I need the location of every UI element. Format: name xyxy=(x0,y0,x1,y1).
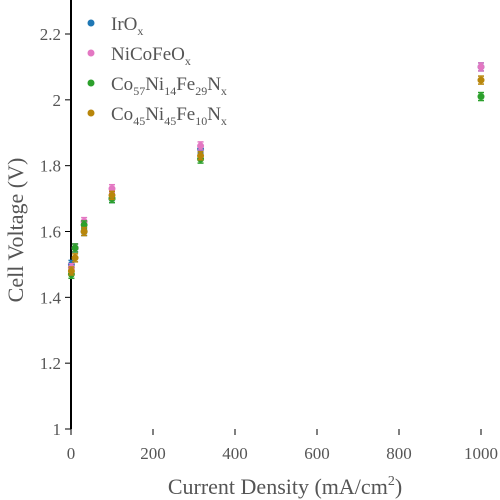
data-point xyxy=(477,76,485,84)
y-tick-label: 1.6 xyxy=(40,223,61,242)
legend-subscript: 45 xyxy=(164,114,176,128)
legend-text-part: Co xyxy=(111,104,133,125)
legend-text-part: N xyxy=(207,104,221,125)
data-points xyxy=(67,62,485,280)
legend-subscript: 45 xyxy=(133,114,145,128)
data-point xyxy=(67,267,75,275)
x-axis-title: Current Density (mA/cm2) xyxy=(168,474,402,499)
x-tick-label: 800 xyxy=(386,444,412,463)
y-axis-title: Cell Voltage (V) xyxy=(3,158,28,303)
legend-subscript: x xyxy=(185,54,191,68)
legend-label: Co45Ni45Fe10Nx xyxy=(111,104,227,128)
data-point xyxy=(477,63,485,71)
data-point xyxy=(80,221,88,229)
legend-text-part: Ni xyxy=(145,104,164,125)
legend-marker xyxy=(87,109,95,117)
legend-subscript: 29 xyxy=(195,84,207,98)
legend-subscript: x xyxy=(221,114,227,128)
data-point xyxy=(197,142,205,150)
legend-subscript: 57 xyxy=(133,84,145,98)
y-tick-label: 1.4 xyxy=(40,288,62,307)
data-point xyxy=(477,93,485,101)
legend-text-part: Fe xyxy=(176,104,195,125)
legend-label: Co57Ni14Fe29Nx xyxy=(111,74,227,98)
x-tick-label: 0 xyxy=(67,444,76,463)
x-axis-title-tail: ) xyxy=(395,474,402,499)
legend-text-part: Fe xyxy=(176,74,195,95)
x-axis-title-main: Current Density (mA/cm xyxy=(168,474,388,499)
legend-label: NiCoFeOx xyxy=(111,44,191,68)
x-axis-title-superscript: 2 xyxy=(388,474,395,489)
legend-marker xyxy=(87,79,95,87)
data-point xyxy=(80,228,88,235)
data-point xyxy=(197,152,205,160)
y-tick-label: 2.2 xyxy=(40,25,61,44)
legend-subscript: 10 xyxy=(195,114,207,128)
legend-text-part: NiCoFeO xyxy=(111,44,185,65)
data-point xyxy=(108,185,116,193)
legend-subscript: 14 xyxy=(164,84,176,98)
y-tick-label: 1.8 xyxy=(40,157,61,176)
y-tick-label: 1 xyxy=(53,420,62,439)
data-point xyxy=(71,254,79,262)
data-point xyxy=(71,244,79,252)
data-point xyxy=(108,191,116,199)
legend-marker xyxy=(87,19,95,27)
y-tick-label: 1.2 xyxy=(40,354,61,373)
y-tick-label: 2 xyxy=(53,91,62,110)
x-tick-label: 600 xyxy=(304,444,330,463)
series-3 xyxy=(67,75,485,276)
x-tick-label: 200 xyxy=(140,444,166,463)
legend-subscript: x xyxy=(221,84,227,98)
legend-label: IrOx xyxy=(111,14,143,38)
legend-text-part: Ni xyxy=(145,74,164,95)
legend-marker xyxy=(87,49,95,57)
legend-text-part: N xyxy=(207,74,221,95)
x-tick-label: 400 xyxy=(222,444,248,463)
axes: 1 1.2 1.4 1.6 1.8 2 2.2 0 200 400 600 800 1000 xyxy=(40,0,498,463)
legend-text-part: IrO xyxy=(111,14,137,35)
legend-text-part: Co xyxy=(111,74,133,95)
x-tick-label: 1000 xyxy=(464,444,498,463)
legend-subscript: x xyxy=(137,24,143,38)
